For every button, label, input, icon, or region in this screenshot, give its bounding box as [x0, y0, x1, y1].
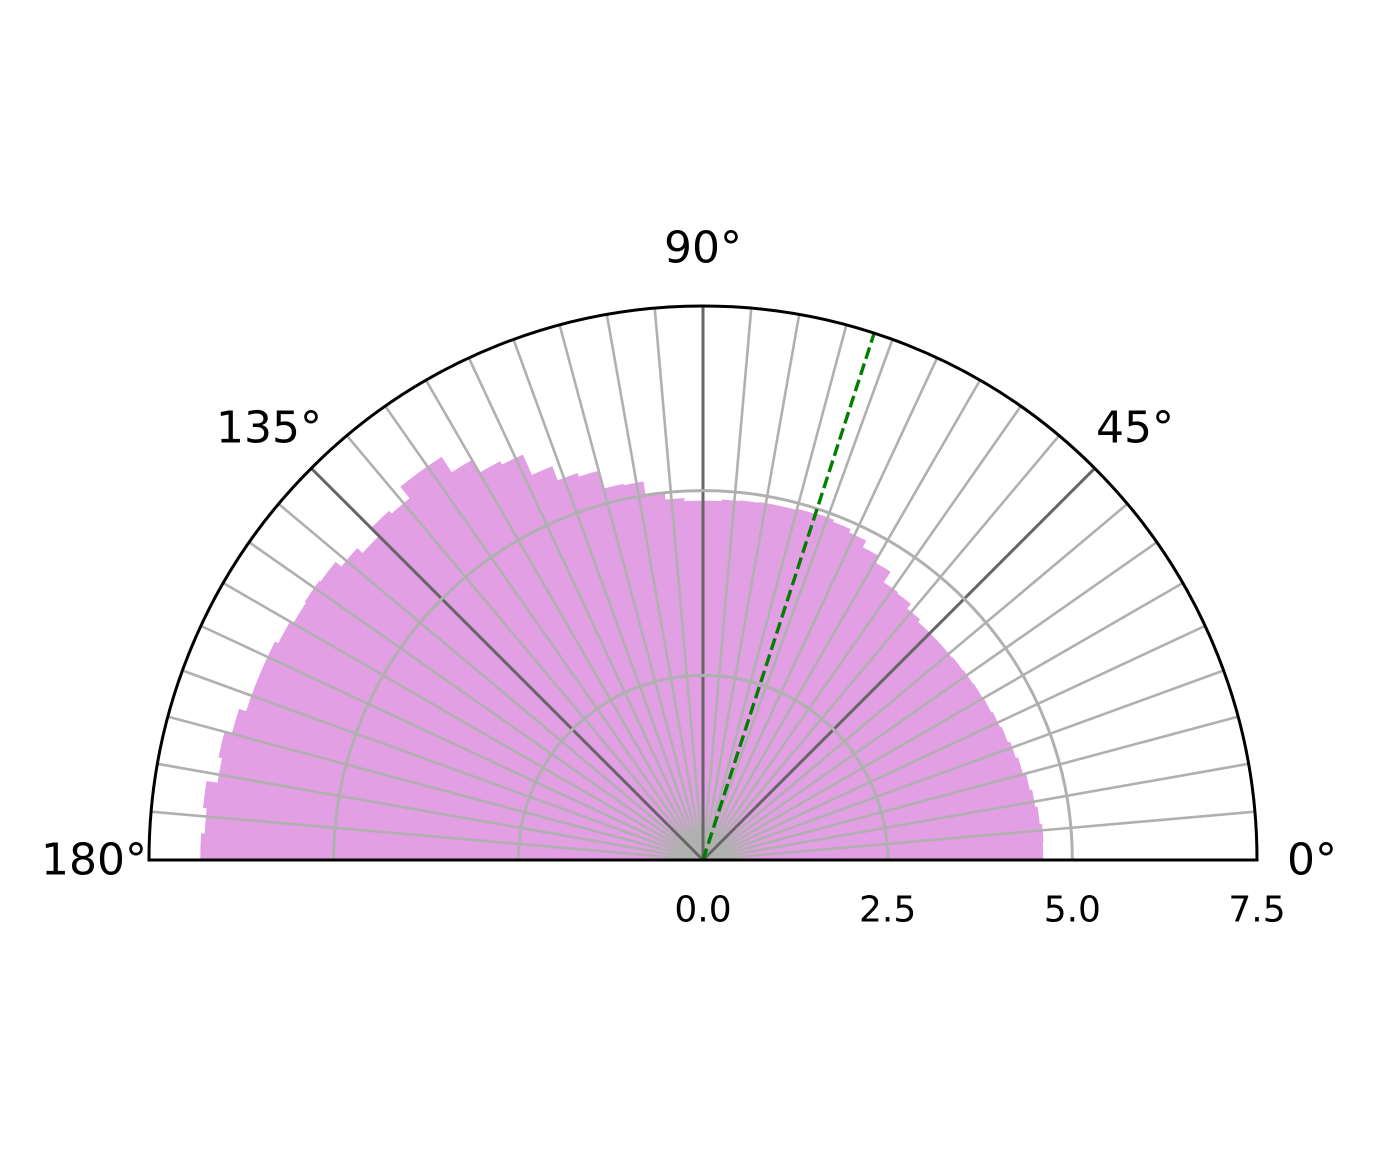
radial-tick-label: 5.0 — [1044, 890, 1101, 931]
angle-gridline — [702, 581, 1184, 862]
angle-gridline — [424, 379, 705, 861]
angle-gridline — [653, 307, 705, 861]
angle-gridline — [701, 357, 939, 861]
angle-gridline — [702, 541, 1158, 862]
angle-gridline — [181, 669, 704, 862]
angle-gridline — [701, 307, 753, 861]
angle-gridline — [277, 502, 704, 861]
angle-gridline — [702, 669, 1225, 862]
major-angle-gridline — [701, 467, 1096, 862]
angle-tick-label: 90° — [664, 223, 742, 274]
angle-gridline — [605, 314, 705, 861]
angle-gridline — [701, 314, 801, 861]
angle-gridline — [701, 338, 894, 861]
angle-gridline — [167, 715, 704, 862]
reference-line — [701, 332, 876, 861]
radial-gridline — [516, 673, 890, 861]
histogram-bar — [702, 726, 1009, 861]
angle-gridline — [222, 581, 704, 862]
angle-gridline — [702, 810, 1256, 862]
polar-grid — [150, 306, 1256, 862]
major-angle-gridline — [310, 467, 705, 862]
angle-tick-label: 135° — [216, 403, 322, 454]
radial-tick-label: 2.5 — [859, 890, 916, 931]
reference-line-group — [701, 332, 876, 861]
angle-gridline — [702, 502, 1129, 861]
angle-gridline — [150, 810, 704, 862]
histogram-bar — [702, 657, 964, 861]
tick-labels: 0° 45° 90° 135° 180° 0.0 2.5 5.0 7.5 — [41, 223, 1337, 931]
histogram-bar — [702, 711, 1001, 861]
angle-gridline — [345, 434, 704, 861]
histogram-bar — [702, 500, 760, 861]
radial-tick-label: 0.0 — [674, 890, 731, 931]
angle-gridline — [702, 715, 1239, 862]
angle-gridline — [702, 434, 1061, 861]
polar-frame — [147, 304, 1259, 862]
angle-gridline — [200, 624, 704, 862]
angle-gridline — [512, 338, 705, 861]
angle-gridline — [384, 405, 705, 861]
angle-gridline — [702, 624, 1206, 862]
outer-boundary — [147, 304, 1259, 862]
angle-tick-label: 45° — [1096, 403, 1174, 454]
histogram-bar — [702, 502, 779, 861]
angle-gridline — [248, 541, 704, 862]
histogram-bars — [200, 454, 1044, 861]
radial-tick-label: 7.5 — [1228, 890, 1285, 931]
histogram-bar — [203, 780, 704, 861]
angle-gridline — [701, 405, 1022, 861]
angle-gridline — [702, 762, 1249, 862]
angle-tick-label: 0° — [1287, 835, 1337, 886]
angle-gridline — [157, 762, 704, 862]
angle-gridline — [701, 379, 982, 861]
angle-tick-label: 180° — [41, 835, 147, 886]
angle-gridline — [467, 357, 705, 861]
histogram-bar — [702, 499, 742, 861]
angle-gridline — [701, 324, 848, 861]
angle-gridline — [558, 324, 705, 861]
